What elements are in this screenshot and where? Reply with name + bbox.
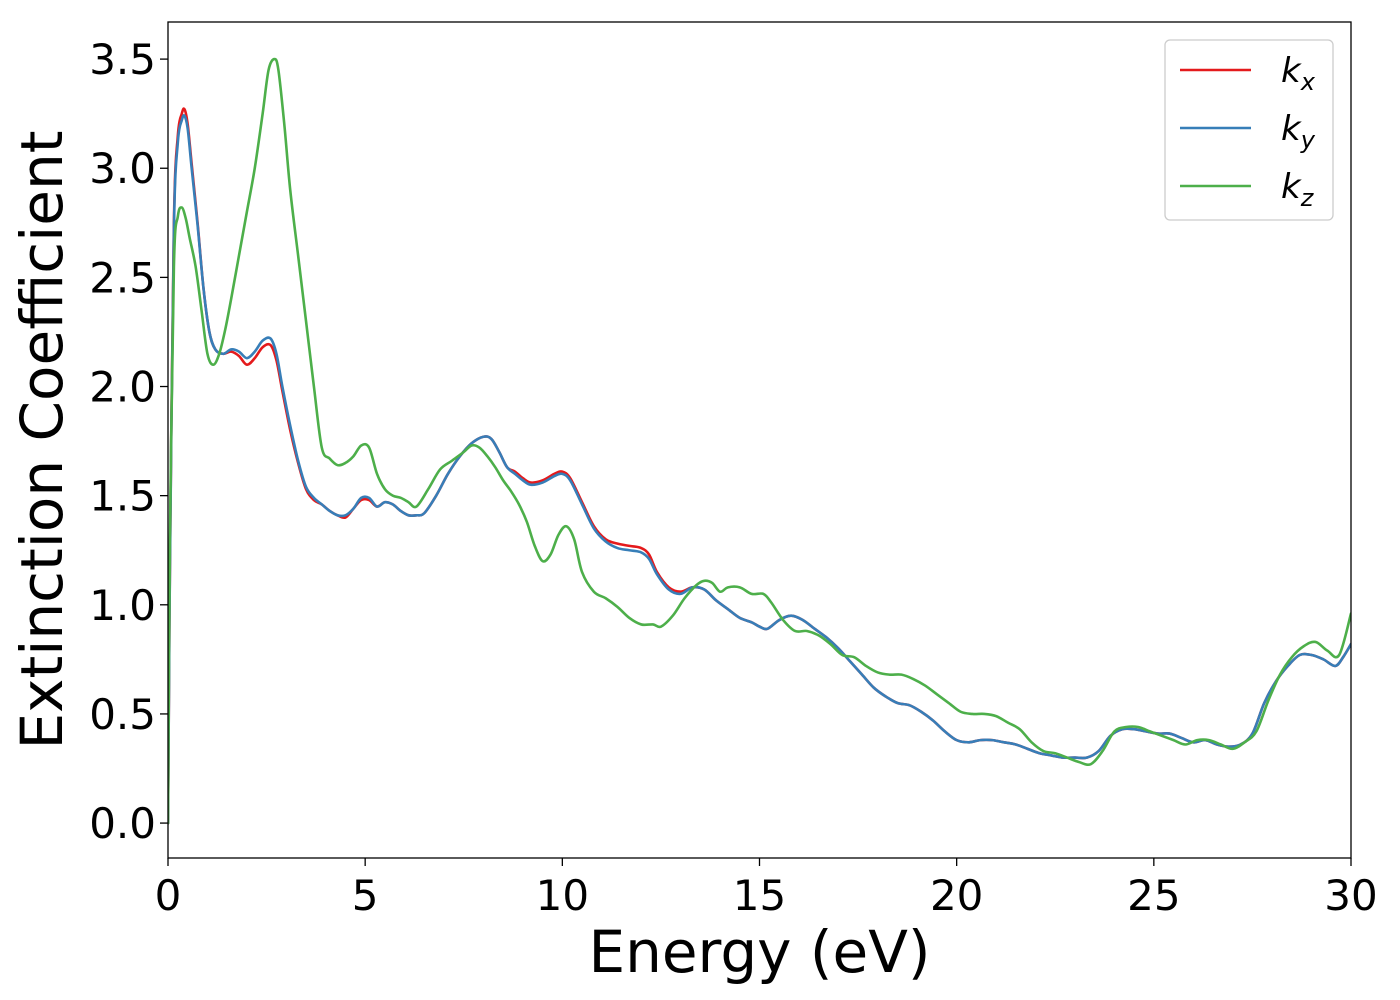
y-tick-label: 3.5 (89, 35, 156, 84)
legend-label-base: k (1281, 51, 1302, 91)
x-tick-label: 5 (352, 871, 379, 920)
legend-box (1164, 39, 1334, 221)
series-layer (168, 57, 1351, 825)
x-axis-title: Energy (eV) (588, 918, 930, 986)
legend-label: kz (1281, 167, 1315, 212)
series-line-ky (168, 114, 1351, 825)
legend-label-base: k (1281, 109, 1302, 149)
legend-item-ky: ky (1180, 109, 1316, 154)
legend-label-subscript: z (1300, 184, 1315, 212)
x-axis: 0 5 10 15 20 25 30 (155, 858, 1378, 920)
legend-label-subscript: x (1300, 68, 1316, 96)
x-tick-label: 25 (1127, 871, 1180, 920)
y-tick-label: 3.0 (89, 144, 156, 193)
legend-label-base: k (1281, 167, 1302, 207)
legend-item-kx: kx (1180, 51, 1316, 96)
legend-label: kx (1281, 51, 1316, 96)
x-tick-label: 10 (536, 871, 589, 920)
x-tick-label: 30 (1324, 871, 1377, 920)
legend-label-subscript: y (1300, 126, 1316, 154)
y-tick-label: 1.5 (89, 472, 156, 521)
y-tick-label: 2.0 (89, 363, 156, 412)
y-axis: 0.0 0.5 1.0 1.5 2.0 2.5 3.0 3.5 (89, 35, 168, 848)
legend-item-kz: kz (1180, 167, 1315, 212)
y-tick-label: 0.5 (89, 690, 156, 739)
x-tick-label: 0 (155, 871, 182, 920)
x-tick-label: 15 (733, 871, 786, 920)
y-tick-label: 2.5 (89, 253, 156, 302)
y-tick-label: 0.0 (89, 799, 156, 848)
y-tick-label: 1.0 (89, 581, 156, 630)
x-tick-label: 20 (930, 871, 983, 920)
legend-label: ky (1281, 109, 1316, 154)
series-line-kz (168, 57, 1351, 825)
y-axis-title: Extinction Coefficient (8, 131, 76, 750)
